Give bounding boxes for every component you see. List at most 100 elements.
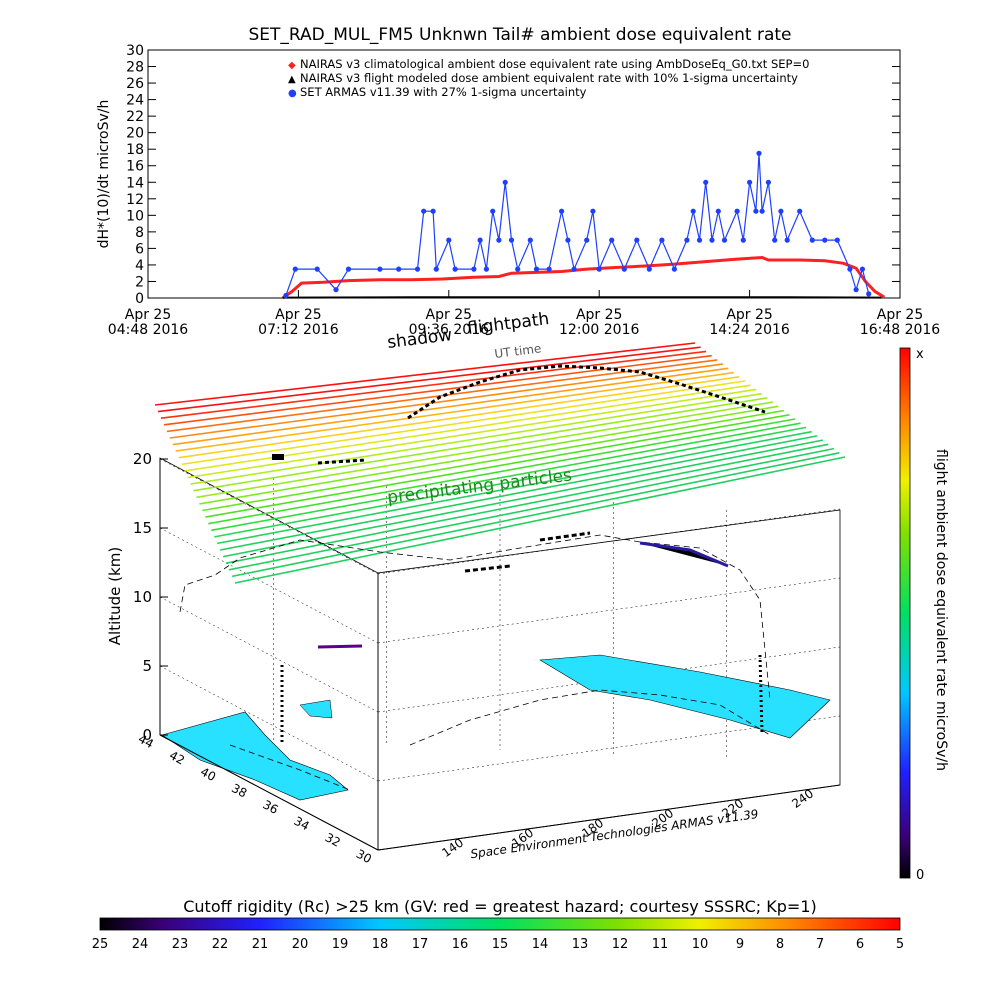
- series-group: [281, 150, 886, 300]
- x-tick-label-date: Apr 25: [576, 307, 622, 323]
- grid-line: [159, 665, 379, 782]
- series-point: [621, 266, 627, 272]
- dose-plane: [154, 342, 846, 584]
- rigidity-tick-label: 10: [692, 937, 709, 952]
- dose-plane-stripe: [166, 359, 718, 433]
- series-point: [756, 150, 762, 156]
- series-point: [283, 292, 289, 299]
- latitude-tick-label: 32: [323, 830, 343, 850]
- series-point: [703, 179, 709, 185]
- series-point: [483, 266, 489, 272]
- series-point: [333, 287, 339, 293]
- dose-plane-stripe: [217, 430, 812, 545]
- series-point: [853, 287, 859, 293]
- series-point: [721, 237, 728, 243]
- series-point: [533, 266, 540, 272]
- y-tick-label: 18: [126, 142, 144, 158]
- dose-plane-stripe: [190, 392, 762, 485]
- series-point: [430, 208, 436, 214]
- dose-plane-stripe: [234, 456, 846, 584]
- rigidity-tick-label: 8: [776, 937, 784, 952]
- dose-plane-stripe: [178, 376, 740, 459]
- series-point: [377, 266, 383, 272]
- ocean-patch-right: [539, 654, 831, 739]
- series-point: [834, 237, 840, 243]
- series-point: [546, 266, 552, 272]
- x-tick-label-date: Apr 25: [877, 307, 923, 323]
- dose-plane-stripe: [169, 363, 723, 439]
- series-point: [684, 237, 690, 243]
- x-tick-label-date: Apr 25: [125, 307, 171, 323]
- legend-entry: NAIRAS v3 flight modeled dose ambient eq…: [300, 71, 798, 85]
- dose-plane-stripe: [228, 447, 835, 571]
- grid-line: [377, 577, 841, 644]
- series-point: [527, 237, 533, 243]
- series-point: [490, 208, 496, 214]
- grid-line: [159, 596, 379, 713]
- series-point: [772, 237, 778, 243]
- rigidity-tick-label: 12: [612, 937, 629, 952]
- rigidity-tick-label: 21: [252, 937, 269, 952]
- legend-symbol: ◆: [288, 60, 296, 71]
- y-tick-label: 8: [135, 225, 144, 241]
- lon-axis: [377, 784, 841, 851]
- rigidity-tick-label: 13: [572, 937, 589, 952]
- latitude-tick-group: 44 42 40 38 36 34 32 30: [136, 732, 374, 867]
- flightpath-track: [317, 364, 766, 465]
- series-point: [778, 208, 784, 214]
- descent-stack-right: [758, 654, 764, 736]
- grid-line: [159, 527, 379, 644]
- x-tick-label-time: 12:00 2016: [559, 322, 640, 338]
- y-tick-label: 30: [126, 43, 144, 59]
- series-point: [292, 266, 298, 272]
- dose-colorbar-top-label: x: [916, 347, 924, 362]
- y-tick-label: 22: [126, 109, 144, 125]
- rigidity-tick-label: 18: [372, 937, 389, 952]
- latitude-tick-label: 30: [354, 847, 374, 867]
- series-point: [471, 266, 477, 272]
- series-point: [734, 208, 740, 214]
- dose-colorbar-label: flight ambient dose equivalent rate micr…: [933, 449, 949, 771]
- series-point: [715, 208, 721, 214]
- y-axis-label: dH*(10)/dt microSv/h: [96, 100, 112, 249]
- series-point: [765, 179, 772, 185]
- series-point: [421, 208, 427, 214]
- flight-shadow-wall: [179, 534, 771, 701]
- dose-segment-dark-3: [464, 531, 591, 573]
- dose-plane-stripe: [199, 405, 779, 505]
- precipitating-particles-label: precipitating particles: [386, 465, 573, 508]
- flight-shadow-floor: [229, 689, 771, 791]
- dose-colorbar-fill: [899, 347, 911, 879]
- dose-plane-stripe: [202, 409, 785, 512]
- dose-colorbar-bottom-label: 0: [916, 868, 924, 883]
- dose-plane-stripe: [181, 380, 746, 466]
- series-point: [446, 237, 452, 243]
- altitude-tick-label: 0: [142, 726, 152, 744]
- series-point: [565, 237, 571, 243]
- altitude-tick-group: 0 5 10 15 20: [133, 450, 168, 744]
- rigidity-tick-label: 16: [452, 937, 469, 952]
- legend-symbol: ●: [288, 88, 297, 99]
- series-point: [345, 266, 352, 272]
- x-tick-label-time: 09:36 2016: [409, 322, 490, 338]
- rigidity-colorbar-fill: [99, 917, 901, 931]
- series-point: [414, 266, 421, 272]
- dose-plane-stripe: [157, 346, 701, 413]
- ut-time-label: UT time: [494, 341, 542, 361]
- series-point: [609, 237, 615, 243]
- rigidity-tick-label: 23: [172, 937, 189, 952]
- longitude-tick-label: 140: [439, 836, 466, 861]
- y-tick-label: 14: [126, 175, 144, 191]
- y-tick-label: 28: [126, 60, 144, 76]
- latitude-tick-label: 36: [260, 797, 280, 817]
- y-tick-label: 6: [135, 241, 144, 257]
- dose-colorbar: x 0 flight ambient dose equivalent rate …: [899, 347, 949, 883]
- x-tick-label-time: 16:48 2016: [860, 322, 941, 338]
- rigidity-tick-label: 11: [652, 937, 669, 952]
- dose-plane-stripe: [214, 426, 807, 538]
- rigidity-tick-label: 9: [736, 937, 744, 952]
- y-tick-label: 26: [126, 76, 144, 92]
- dose-segment-purple-1: [317, 644, 363, 649]
